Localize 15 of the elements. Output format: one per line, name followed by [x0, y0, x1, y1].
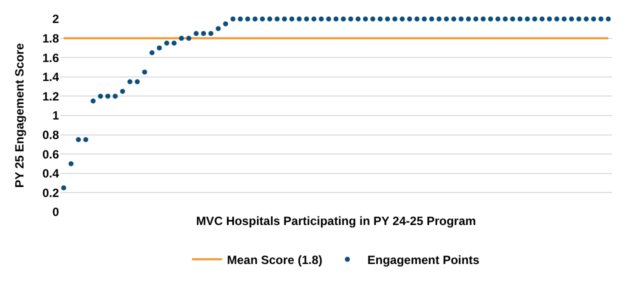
- y-tick-label: 1.6: [42, 50, 60, 65]
- legend-label: Engagement Points: [367, 252, 480, 267]
- y-tick-label: 0.4: [42, 166, 60, 181]
- y-tick-label: 2: [52, 12, 60, 26]
- y-tick-label: 0.8: [42, 128, 60, 142]
- y-tick-label: 1.4: [42, 70, 60, 84]
- x-axis-title: MVC Hospitals Participating in PY 24-25 Program: [196, 214, 476, 228]
- y-tick-label: 0.2: [42, 186, 60, 200]
- legend-label: Mean Score (1.8): [227, 252, 322, 267]
- y-tick-label: 0: [52, 205, 60, 220]
- y-axis-title: PY 25 Engagement Score: [12, 42, 27, 188]
- y-tick-label: 1.2: [42, 89, 60, 104]
- y-tick-label: 0.6: [42, 147, 60, 162]
- y-tick-label: 1.8: [42, 32, 60, 46]
- y-tick-label: 1: [52, 108, 60, 123]
